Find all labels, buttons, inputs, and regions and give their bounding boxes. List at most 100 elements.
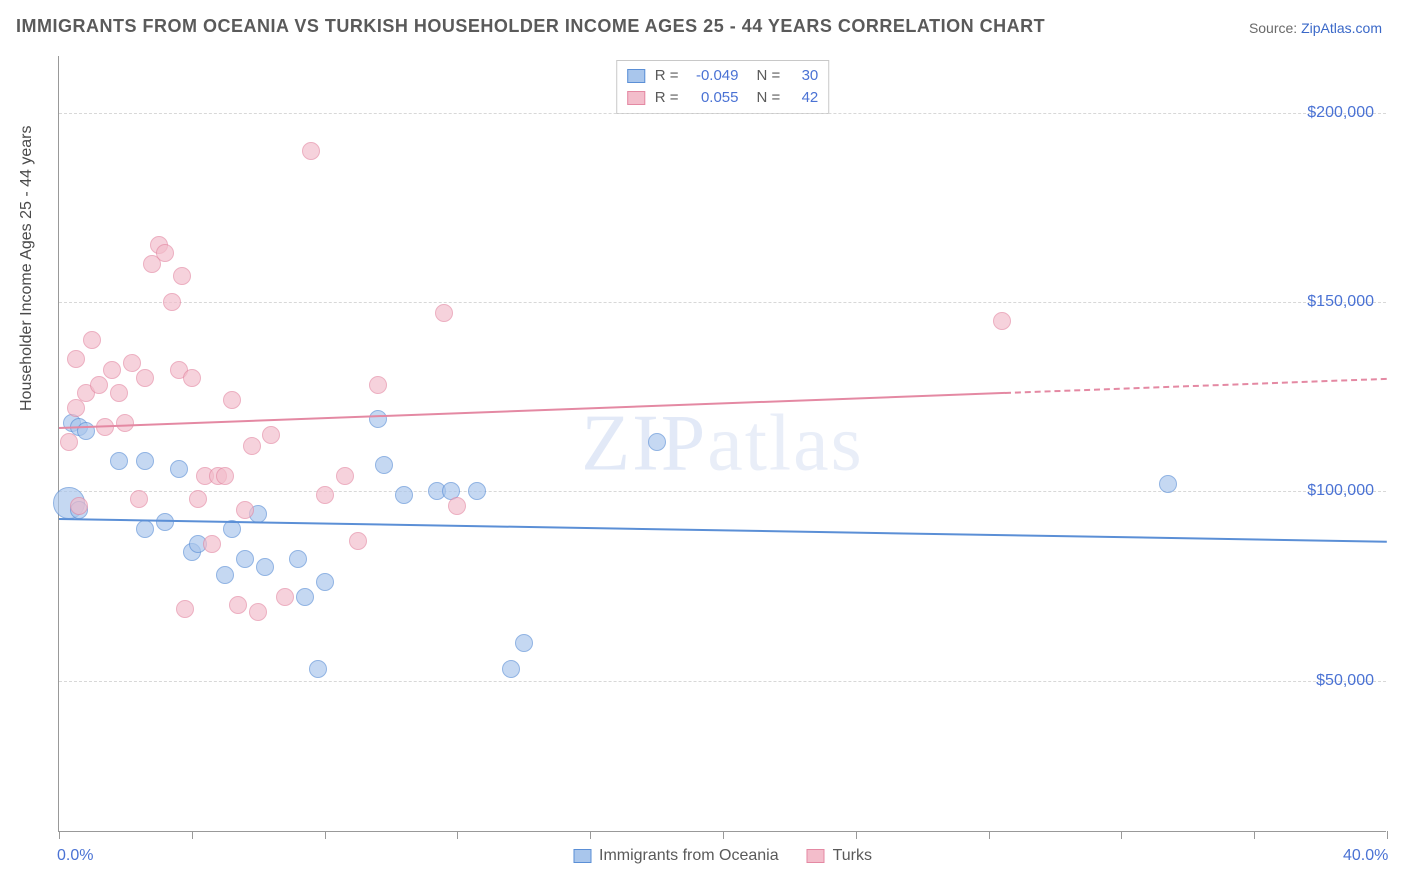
- x-tick: [856, 831, 857, 839]
- oceania-point: [309, 660, 327, 678]
- legend-swatch: [627, 69, 645, 83]
- y-axis-label: Householder Income Ages 25 - 44 years: [18, 126, 36, 412]
- watermark-bold: ZIP: [581, 399, 707, 487]
- x-tick-label: 0.0%: [57, 847, 93, 865]
- legend-swatch: [807, 849, 825, 863]
- source-link[interactable]: ZipAtlas.com: [1301, 20, 1382, 36]
- oceania-point: [395, 486, 413, 504]
- legend-swatch: [627, 91, 645, 105]
- turks-point: [123, 354, 141, 372]
- turks-point: [136, 369, 154, 387]
- turks-point: [116, 414, 134, 432]
- turks-point: [60, 433, 78, 451]
- legend-N-label: N =: [757, 87, 781, 109]
- trend-line: [59, 392, 1005, 429]
- turks-point: [435, 304, 453, 322]
- turks-point: [103, 361, 121, 379]
- oceania-point: [515, 634, 533, 652]
- watermark: ZIPatlas: [581, 398, 864, 489]
- oceania-point: [216, 566, 234, 584]
- gridline: [59, 113, 1386, 114]
- legend-series-item: Turks: [807, 847, 872, 865]
- y-tick-label: $100,000: [1307, 482, 1374, 500]
- oceania-point: [136, 520, 154, 538]
- oceania-point: [369, 410, 387, 428]
- trend-line: [1005, 378, 1387, 394]
- turks-point: [67, 399, 85, 417]
- turks-point: [336, 467, 354, 485]
- turks-point: [203, 535, 221, 553]
- oceania-point: [170, 460, 188, 478]
- turks-point: [70, 497, 88, 515]
- turks-point: [173, 267, 191, 285]
- legend-swatch: [573, 849, 591, 863]
- turks-point: [130, 490, 148, 508]
- x-tick: [1254, 831, 1255, 839]
- source-attribution: Source: ZipAtlas.com: [1249, 20, 1382, 36]
- legend-N-value: 30: [790, 65, 818, 87]
- x-tick: [457, 831, 458, 839]
- watermark-thin: atlas: [707, 399, 864, 487]
- turks-point: [110, 384, 128, 402]
- turks-point: [163, 293, 181, 311]
- turks-point: [302, 142, 320, 160]
- oceania-point: [110, 452, 128, 470]
- turks-point: [369, 376, 387, 394]
- x-tick: [989, 831, 990, 839]
- turks-point: [229, 596, 247, 614]
- oceania-point: [316, 573, 334, 591]
- x-tick: [192, 831, 193, 839]
- turks-point: [183, 369, 201, 387]
- x-tick: [1121, 831, 1122, 839]
- oceania-point: [77, 422, 95, 440]
- legend-R-label: R =: [655, 87, 679, 109]
- scatter-plot: ZIPatlas R =-0.049N =30R =0.055N =42 Imm…: [58, 56, 1386, 832]
- y-tick-label: $50,000: [1316, 672, 1374, 690]
- gridline: [59, 302, 1386, 303]
- legend-series-label: Immigrants from Oceania: [599, 847, 779, 865]
- gridline: [59, 491, 1386, 492]
- oceania-point: [296, 588, 314, 606]
- chart-title: IMMIGRANTS FROM OCEANIA VS TURKISH HOUSE…: [16, 16, 1045, 37]
- legend-R-value: 0.055: [689, 87, 739, 109]
- turks-point: [262, 426, 280, 444]
- legend-N-value: 42: [790, 87, 818, 109]
- gridline: [59, 681, 1386, 682]
- y-tick-label: $150,000: [1307, 293, 1374, 311]
- legend-series: Immigrants from Oceania Turks: [573, 847, 872, 865]
- turks-point: [993, 312, 1011, 330]
- turks-point: [67, 350, 85, 368]
- turks-point: [189, 490, 207, 508]
- turks-point: [90, 376, 108, 394]
- x-tick: [590, 831, 591, 839]
- turks-point: [156, 244, 174, 262]
- x-tick-label: 40.0%: [1343, 847, 1388, 865]
- oceania-point: [502, 660, 520, 678]
- turks-point: [216, 467, 234, 485]
- turks-point: [83, 331, 101, 349]
- source-prefix: Source:: [1249, 20, 1301, 36]
- oceania-point: [648, 433, 666, 451]
- oceania-point: [289, 550, 307, 568]
- x-tick: [723, 831, 724, 839]
- legend-series-label: Turks: [833, 847, 872, 865]
- legend-N-label: N =: [757, 65, 781, 87]
- turks-point: [236, 501, 254, 519]
- oceania-point: [468, 482, 486, 500]
- turks-point: [249, 603, 267, 621]
- legend-R-label: R =: [655, 65, 679, 87]
- oceania-point: [256, 558, 274, 576]
- turks-point: [316, 486, 334, 504]
- oceania-point: [1159, 475, 1177, 493]
- legend-stats: R =-0.049N =30R =0.055N =42: [616, 60, 830, 114]
- oceania-point: [375, 456, 393, 474]
- turks-point: [448, 497, 466, 515]
- x-tick: [325, 831, 326, 839]
- oceania-point: [236, 550, 254, 568]
- turks-point: [243, 437, 261, 455]
- legend-series-item: Immigrants from Oceania: [573, 847, 779, 865]
- x-tick: [59, 831, 60, 839]
- legend-stats-row: R = 0.055 N = 42: [627, 87, 819, 109]
- turks-point: [223, 391, 241, 409]
- y-tick-label: $200,000: [1307, 104, 1374, 122]
